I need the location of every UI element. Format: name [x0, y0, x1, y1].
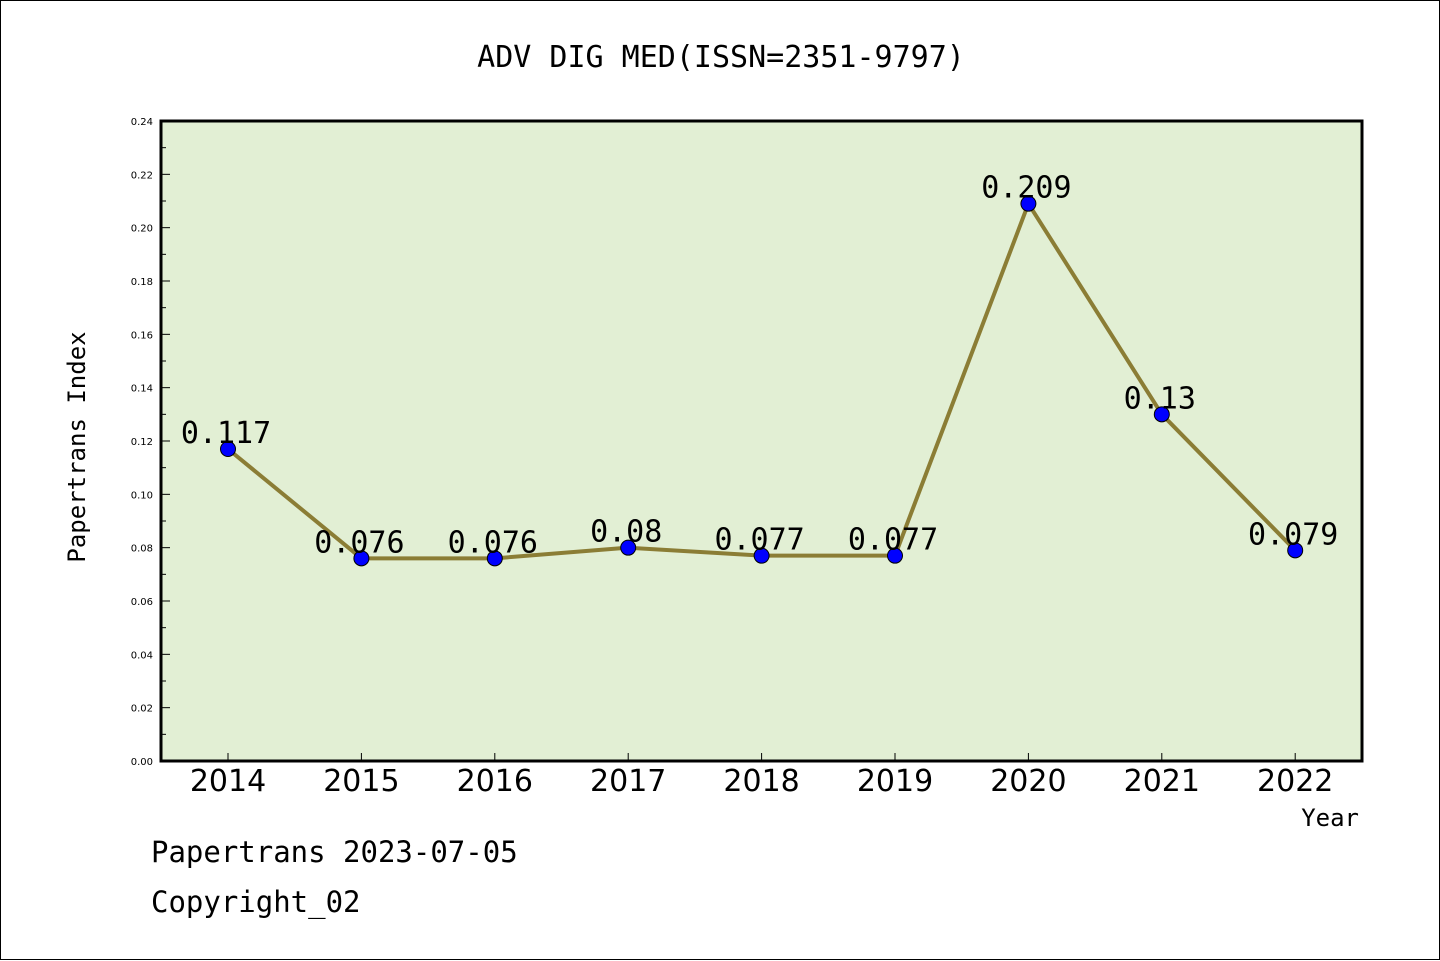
data-points [220, 195, 1304, 567]
data-point [887, 547, 903, 564]
x-tick-label: 2016 [457, 764, 533, 799]
data-labels: 0.117 0.076 0.076 0.08 0.077 0.077 0.209 0.13 0.… [181, 171, 1339, 561]
data-label: 0.08 [590, 515, 662, 550]
data-label: 0.209 [981, 171, 1071, 206]
data-label: 0.077 [848, 523, 938, 558]
data-label: 0.076 [314, 525, 404, 560]
data-point [353, 550, 370, 567]
data-point [486, 550, 503, 567]
data-point [1020, 195, 1037, 212]
y-tick-label: 0.04 [131, 650, 153, 661]
y-tick-label: 0.14 [131, 384, 153, 395]
data-label: 0.079 [1248, 517, 1338, 552]
x-tick-label: 2018 [723, 764, 799, 799]
x-tick-label: 2021 [1124, 764, 1200, 799]
x-tick-label: 2017 [590, 764, 666, 799]
x-tick-label: 2019 [857, 764, 933, 799]
footer-date: Papertrans 2023-07-05 [151, 835, 518, 869]
x-tick-label: 2015 [323, 764, 399, 799]
y-tick-label: 0.08 [131, 544, 153, 555]
x-tick-label: 2022 [1257, 764, 1333, 799]
data-point [620, 539, 637, 556]
y-axis: 0.00 0.02 0.04 0.06 0.08 0.10 0.12 0.14 0.16 0.18… [131, 117, 170, 768]
data-label: 0.076 [448, 525, 538, 560]
x-tick-label: 2014 [190, 764, 266, 799]
data-point [220, 441, 236, 457]
data-label: 0.117 [181, 416, 271, 451]
x-axis: 2014 2015 2016 2017 2018 2019 2020 2021 2022 [190, 753, 1333, 799]
x-axis-label: Year [1301, 804, 1359, 832]
chart-title: ADV DIG MED(ISSN=2351-9797) [477, 40, 965, 75]
y-tick-label: 0.24 [131, 117, 153, 128]
data-point [753, 547, 770, 564]
y-tick-label: 0.18 [131, 277, 153, 288]
y-tick-label: 0.02 [131, 704, 153, 715]
y-tick-label: 0.22 [131, 170, 153, 181]
data-label: 0.077 [714, 523, 804, 558]
x-tick-label: 2020 [990, 764, 1066, 799]
y-tick-label: 0.16 [131, 330, 153, 341]
y-tick-label: 0.12 [131, 437, 153, 448]
plot-area [159, 119, 1364, 763]
y-tick-label: 0.10 [131, 490, 153, 501]
y-axis-label: Papertrans Index [63, 331, 91, 562]
data-point [1287, 542, 1304, 559]
y-tick-label: 0.20 [131, 224, 153, 235]
data-label: 0.13 [1124, 381, 1196, 416]
y-tick-label: 0.06 [131, 597, 153, 608]
footer-copyright: Copyright_02 [151, 885, 361, 919]
data-point [1153, 406, 1170, 423]
y-tick-label: 0.00 [131, 757, 153, 768]
